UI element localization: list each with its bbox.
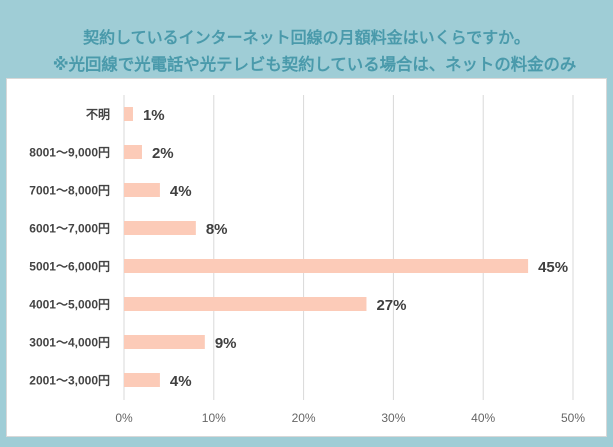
data-label: 1%	[143, 107, 165, 124]
bar	[124, 221, 196, 235]
category-label: 4001～5,000円	[29, 298, 110, 312]
chart-title: 契約しているインターネット回線の月額料金はいくらですか。	[83, 28, 530, 47]
x-tick-label: 40%	[471, 411, 495, 425]
data-label: 4%	[170, 183, 192, 200]
category-label: 7001～8,000円	[29, 184, 110, 198]
data-label: 4%	[170, 373, 192, 390]
data-label: 8%	[206, 221, 228, 238]
category-label: 不明	[86, 108, 110, 122]
category-label: 2001～3,000円	[29, 374, 110, 388]
bar	[124, 259, 529, 273]
data-label: 27%	[376, 297, 406, 314]
bar	[124, 183, 160, 197]
data-label: 45%	[538, 259, 568, 276]
x-tick-label: 10%	[202, 411, 226, 425]
bar	[124, 297, 367, 311]
x-tick-label: 50%	[561, 411, 585, 425]
x-tick-label: 0%	[115, 411, 133, 425]
bar	[124, 335, 205, 349]
category-label: 3001～4,000円	[29, 336, 110, 350]
bar	[124, 107, 133, 121]
data-label: 9%	[215, 335, 237, 352]
x-tick-label: 20%	[292, 411, 316, 425]
chart-panel	[6, 78, 607, 437]
category-label: 8001～9,000円	[29, 146, 110, 160]
chart-subtitle: ※光回線で光電話や光テレビも契約している場合は、ネットの料金のみ	[52, 55, 577, 74]
category-label: 5001～6,000円	[29, 260, 110, 274]
data-label: 2%	[152, 145, 174, 162]
bar	[124, 373, 160, 387]
bar	[124, 145, 142, 159]
category-label: 6001～7,000円	[29, 222, 110, 236]
x-tick-label: 30%	[381, 411, 405, 425]
